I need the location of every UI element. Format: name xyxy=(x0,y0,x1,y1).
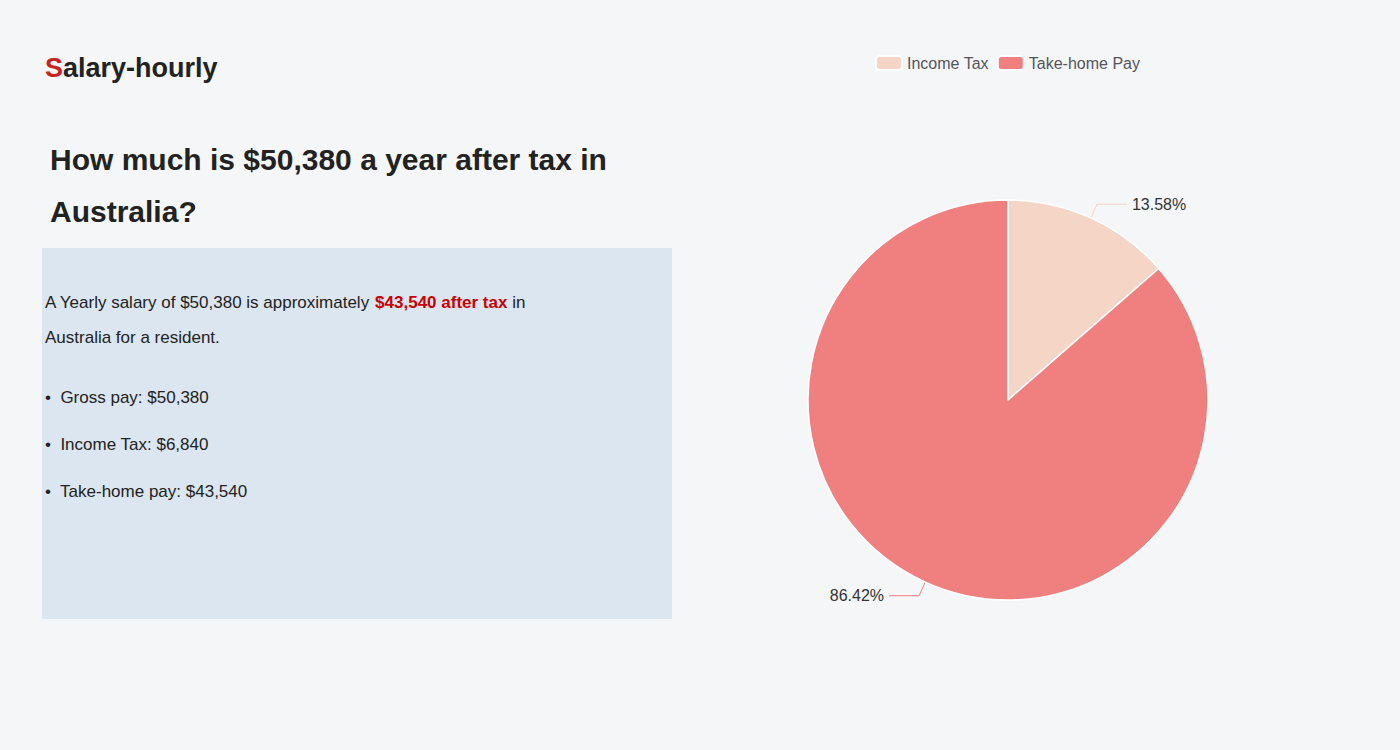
svg-text:S: S xyxy=(45,53,63,83)
svg-text:Australia for a resident.: Australia for a resident. xyxy=(45,328,220,347)
svg-text:• Take-home pay: $43,540: • Take-home pay: $43,540 xyxy=(45,482,247,501)
svg-text:13.58%: 13.58% xyxy=(1132,196,1186,213)
svg-text:• Income Tax: $6,840: • Income Tax: $6,840 xyxy=(45,435,208,454)
svg-text:A Yearly salary of $50,380 is: A Yearly salary of $50,380 is approximat… xyxy=(45,293,374,312)
svg-text:Income Tax: Income Tax xyxy=(907,55,989,72)
svg-text:Take-home Pay: Take-home Pay xyxy=(1029,55,1140,72)
svg-text:How much is $50,380 a year aft: How much is $50,380 a year after tax in xyxy=(50,143,607,176)
svg-text:• Gross pay: $50,380: • Gross pay: $50,380 xyxy=(45,388,209,407)
svg-text:alary-hourly: alary-hourly xyxy=(63,53,218,83)
svg-text:Australia?: Australia? xyxy=(50,195,197,228)
svg-text:$43,540 after tax: $43,540 after tax xyxy=(375,293,508,312)
svg-text:86.42%: 86.42% xyxy=(830,587,884,604)
svg-text:in: in xyxy=(507,293,525,312)
